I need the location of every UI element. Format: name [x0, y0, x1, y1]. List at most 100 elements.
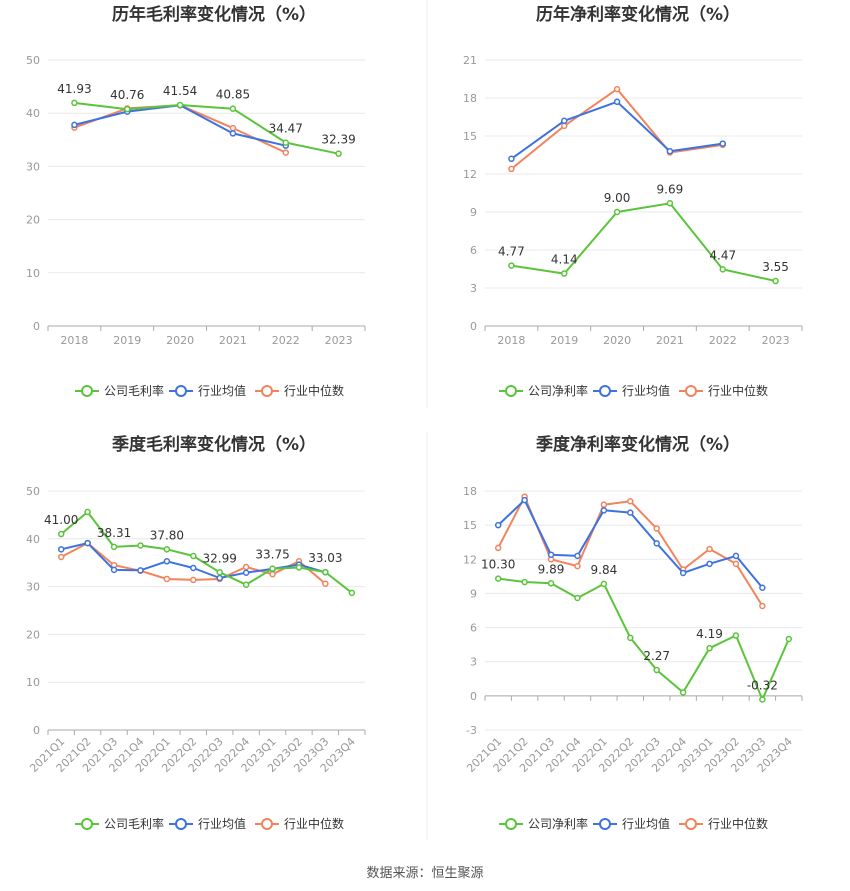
y-tick-label: 3 — [470, 282, 477, 295]
data-label: 9.89 — [538, 562, 565, 576]
x-tick-label: 2021 — [656, 334, 684, 347]
data-label: 41.93 — [57, 82, 91, 96]
x-tick-label: 2022 — [709, 334, 737, 347]
data-point — [229, 130, 237, 137]
y-tick-label: 0 — [33, 320, 40, 333]
data-point — [57, 546, 65, 553]
data-point — [242, 569, 250, 576]
data-label: 9.69 — [657, 182, 684, 196]
data-point — [561, 117, 568, 125]
y-tick-label: 50 — [26, 54, 40, 67]
data-point — [785, 635, 793, 643]
chart-title: 历年净利率变化情况（%） — [536, 4, 740, 25]
legend-marker — [81, 818, 93, 830]
y-tick-label: 15 — [463, 130, 477, 143]
x-tick-label: 2019 — [113, 334, 141, 347]
y-tick-label: 10 — [26, 676, 40, 689]
data-point — [282, 139, 289, 146]
data-point — [613, 98, 621, 106]
data-point — [627, 509, 634, 516]
data-label: 40.85 — [216, 88, 250, 102]
data-label: 10.30 — [481, 558, 515, 572]
data-point — [190, 564, 197, 572]
legend-label: 行业均值 — [622, 383, 670, 398]
data-point — [574, 552, 581, 560]
data-point — [137, 542, 144, 549]
data-point — [242, 581, 250, 588]
legend-label: 行业均值 — [198, 816, 246, 831]
x-tick-label: 2018 — [60, 334, 88, 347]
y-tick-label: 0 — [470, 320, 477, 333]
data-point — [229, 124, 237, 132]
x-tick-label: 2018 — [497, 334, 525, 347]
data-point — [163, 558, 171, 565]
legend-marker — [599, 385, 611, 397]
data-point — [508, 155, 515, 163]
data-point — [269, 565, 276, 572]
data-point — [190, 552, 197, 560]
data-source: 数据来源：恒生聚源 — [366, 866, 483, 881]
legend-marker — [81, 385, 93, 397]
x-tick-label: 2019 — [550, 334, 578, 347]
y-tick-label: 18 — [463, 485, 477, 498]
data-point — [110, 543, 118, 551]
data-label: 34.47 — [269, 122, 303, 136]
data-point — [494, 521, 502, 529]
data-point — [706, 644, 713, 652]
data-point — [627, 497, 634, 505]
y-tick-label: 20 — [26, 628, 40, 641]
chart-title: 历年毛利率变化情况（%） — [112, 4, 316, 25]
data-point — [574, 594, 581, 602]
data-label: 32.39 — [321, 133, 355, 147]
data-point — [627, 634, 634, 642]
y-tick-label: 3 — [470, 656, 477, 669]
data-label: 4.47 — [709, 248, 736, 262]
legend-label: 行业均值 — [198, 383, 246, 398]
y-tick-label: 30 — [26, 160, 40, 173]
legend-label: 行业中位数 — [708, 383, 768, 398]
series-line — [60, 511, 353, 594]
data-label: 33.75 — [255, 548, 289, 562]
data-point — [574, 562, 581, 570]
data-label: 33.03 — [308, 551, 342, 565]
legend-marker — [261, 818, 273, 830]
data-point — [163, 546, 171, 553]
data-point — [242, 563, 250, 571]
data-point — [719, 266, 726, 273]
data-point — [561, 270, 568, 277]
data-point — [229, 105, 237, 112]
data-point — [163, 575, 171, 583]
data-label: 9.00 — [604, 191, 631, 205]
chart-title: 季度毛利率变化情况（%） — [112, 434, 316, 455]
y-tick-label: 6 — [470, 244, 477, 257]
data-label: 32.99 — [203, 551, 237, 565]
data-point — [679, 689, 687, 696]
data-point — [547, 580, 555, 587]
data-point — [732, 632, 740, 639]
data-point — [216, 574, 223, 582]
y-tick-label: 10 — [26, 267, 40, 280]
data-point — [613, 208, 621, 216]
chart-quarterly-net-margin: 季度净利率变化情况（%）-303691215182021Q12021Q22021… — [463, 434, 803, 831]
y-tick-label: -3 — [466, 724, 477, 737]
data-point — [600, 507, 608, 514]
y-tick-label: 21 — [463, 54, 477, 67]
data-point — [613, 85, 621, 93]
data-point — [137, 567, 144, 574]
legend-label: 公司毛利率 — [104, 383, 164, 398]
y-tick-label: 12 — [463, 168, 477, 181]
legend-marker — [685, 385, 697, 397]
data-point — [71, 121, 78, 129]
chart-annual-gross-margin: 历年毛利率变化情况（%） 0 10 20 30 40 50 2018 2019 2020 2021 2… — [26, 4, 366, 398]
data-label: 9.84 — [591, 563, 618, 577]
legend-label: 公司净利率 — [528, 383, 588, 398]
data-point — [494, 575, 502, 582]
x-tick-label: 2020 — [603, 334, 631, 347]
chart-annual-net-margin: 历年净利率变化情况（%） 0 3 6 9 12 15 18 21 2018 2019 2020 2021… — [463, 4, 803, 398]
data-point — [679, 569, 687, 577]
data-point — [269, 570, 276, 578]
data-label: 41.54 — [163, 84, 197, 98]
data-label: 37.80 — [150, 528, 184, 542]
data-point — [732, 552, 740, 560]
